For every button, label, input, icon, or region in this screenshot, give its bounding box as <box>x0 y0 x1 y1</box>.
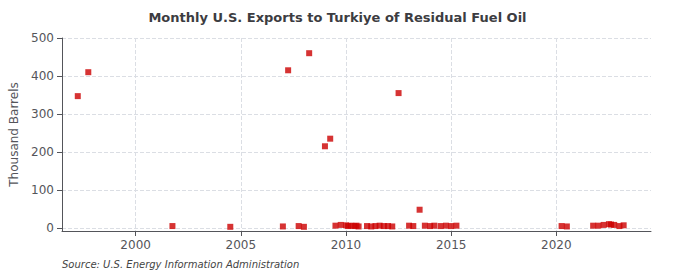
svg-text:0: 0 <box>46 221 54 235</box>
svg-text:Source: U.S. Energy Informatio: Source: U.S. Energy Information Administ… <box>62 259 299 270</box>
svg-text:2015: 2015 <box>436 238 467 252</box>
svg-text:200: 200 <box>31 145 54 159</box>
svg-text:500: 500 <box>31 31 54 45</box>
svg-text:100: 100 <box>31 183 54 197</box>
svg-text:Thousand Barrels: Thousand Barrels <box>7 82 21 187</box>
svg-text:2010: 2010 <box>331 238 362 252</box>
svg-text:2020: 2020 <box>541 238 572 252</box>
svg-text:2000: 2000 <box>120 238 151 252</box>
svg-text:Monthly U.S. Exports to Turkiy: Monthly U.S. Exports to Turkiye of Resid… <box>148 10 526 25</box>
svg-text:400: 400 <box>31 69 54 83</box>
svg-text:300: 300 <box>31 107 54 121</box>
svg-text:2005: 2005 <box>226 238 257 252</box>
